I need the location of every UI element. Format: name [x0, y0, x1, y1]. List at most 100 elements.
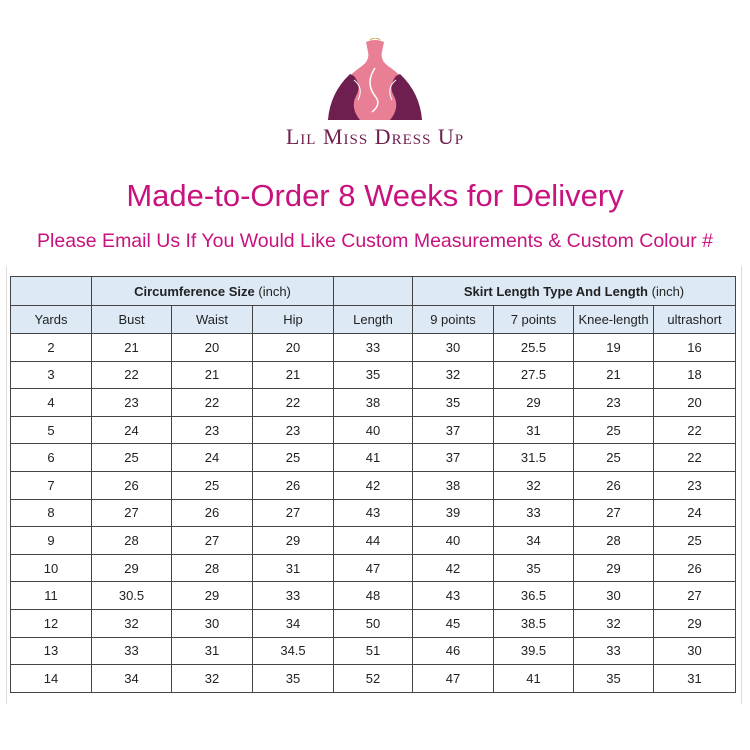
- table-row: 13 33 31 34.5 51 46 39.5 33 30: [10, 636, 736, 666]
- table-cell: 40: [412, 526, 494, 555]
- table-cell: 23: [252, 415, 334, 445]
- table-cell: 35: [573, 664, 654, 693]
- table-cell: 37: [412, 415, 494, 445]
- table-cell: 22: [653, 443, 736, 472]
- table-cell: 19: [573, 333, 654, 362]
- table-cell: 30: [412, 333, 494, 362]
- table-cell: 31: [171, 636, 253, 666]
- column-header: Yards: [10, 305, 92, 334]
- table-cell: 23: [573, 388, 654, 417]
- column-header: ultrashort: [653, 305, 736, 334]
- table-cell: 38: [412, 470, 494, 500]
- table-cell: 52: [333, 664, 413, 693]
- table-cell: 41: [493, 664, 574, 693]
- table-cell: 33: [91, 636, 172, 666]
- table-cell: 34: [493, 526, 574, 555]
- table-cell: 22: [653, 415, 736, 445]
- table-cell: 6: [10, 443, 92, 472]
- table-row: 4 23 22 22 38 35 29 23 20: [10, 388, 736, 417]
- table-cell: 21: [573, 360, 654, 390]
- column-header: Waist: [171, 305, 253, 334]
- table-cell: 9: [10, 526, 92, 555]
- table-row: 2 21 20 20 33 30 25.5 19 16: [10, 333, 736, 362]
- table-cell: 33: [333, 333, 413, 362]
- table-cell: 23: [171, 415, 253, 445]
- table-row: 11 30.5 29 33 48 43 36.5 30 27: [10, 581, 736, 610]
- table-cell: 38.5: [493, 608, 574, 638]
- table-cell: 10: [10, 553, 92, 583]
- table-cell: 34.5: [252, 636, 334, 666]
- table-cell: 21: [252, 360, 334, 390]
- table-row: 14 34 32 35 52 47 41 35 31: [10, 664, 736, 693]
- table-cell: 40: [333, 415, 413, 445]
- table-cell: 33: [252, 581, 334, 610]
- table-cell: 43: [333, 498, 413, 528]
- circumference-header: Circumference Size (inch): [91, 276, 334, 306]
- table-cell: 22: [252, 388, 334, 417]
- table-cell: 25: [653, 526, 736, 555]
- table-cell: 26: [573, 470, 654, 500]
- table-cell: 38: [333, 388, 413, 417]
- table-cell: 31: [493, 415, 574, 445]
- table-cell: 2: [10, 333, 92, 362]
- table-cell: 50: [333, 608, 413, 638]
- column-header: Bust: [91, 305, 172, 334]
- table-cell: 13: [10, 636, 92, 666]
- table-cell: 8: [10, 498, 92, 528]
- table-cell: 28: [91, 526, 172, 555]
- table-cell: 35: [333, 360, 413, 390]
- table-cell: 37: [412, 443, 494, 472]
- table-cell: 30: [573, 581, 654, 610]
- table-cell: 18: [653, 360, 736, 390]
- table-cell: 33: [573, 636, 654, 666]
- table-cell: 24: [171, 443, 253, 472]
- table-cell: 35: [493, 553, 574, 583]
- table-cell: 45: [412, 608, 494, 638]
- table-cell: 32: [91, 608, 172, 638]
- table-cell: 14: [10, 664, 92, 693]
- column-header: 9 points: [412, 305, 494, 334]
- page-title: Made-to-Order 8 Weeks for Delivery: [126, 178, 624, 213]
- table-cell: 35: [412, 388, 494, 417]
- table-cell: 36.5: [493, 581, 574, 610]
- table-cell: 27: [653, 581, 736, 610]
- table-row: 7 26 25 26 42 38 32 26 23: [10, 470, 736, 500]
- table-cell: 47: [333, 553, 413, 583]
- table-cell: 42: [333, 470, 413, 500]
- table-cell: 42: [412, 553, 494, 583]
- table-cell: 4: [10, 388, 92, 417]
- table-cell: 44: [333, 526, 413, 555]
- table-cell: 31.5: [493, 443, 574, 472]
- table-row: 10 29 28 31 47 42 35 29 26: [10, 553, 736, 583]
- table-cell: 3: [10, 360, 92, 390]
- table-cell: 27: [171, 526, 253, 555]
- table-cell: 39: [412, 498, 494, 528]
- table-row: 12 32 30 34 50 45 38.5 32 29: [10, 608, 736, 638]
- table-cell: 43: [412, 581, 494, 610]
- dress-logo-icon: [328, 38, 422, 120]
- table-row: 9 28 27 29 44 40 34 28 25: [10, 526, 736, 555]
- table-cell: 16: [653, 333, 736, 362]
- table-frame: [6, 266, 742, 704]
- table-cell: 23: [91, 388, 172, 417]
- table-cell: 48: [333, 581, 413, 610]
- table-cell: 32: [412, 360, 494, 390]
- table-cell: 5: [10, 415, 92, 445]
- column-header-row: Yards Bust Waist Hip Length 9 points 7 points K…: [10, 305, 736, 334]
- table-cell: 29: [493, 388, 574, 417]
- table-cell: 24: [91, 415, 172, 445]
- table-cell: 22: [171, 388, 253, 417]
- table-cell: 31: [653, 664, 736, 693]
- table-cell: 21: [171, 360, 253, 390]
- table-cell: 51: [333, 636, 413, 666]
- table-cell: 12: [10, 608, 92, 638]
- table-cell: 24: [653, 498, 736, 528]
- column-header: Hip: [252, 305, 334, 334]
- table-cell: 20: [653, 388, 736, 417]
- table-cell: 27.5: [493, 360, 574, 390]
- table-cell: 20: [171, 333, 253, 362]
- table-cell: 39.5: [493, 636, 574, 666]
- table-cell: 29: [653, 608, 736, 638]
- table-cell: 20: [252, 333, 334, 362]
- table-cell: 26: [653, 553, 736, 583]
